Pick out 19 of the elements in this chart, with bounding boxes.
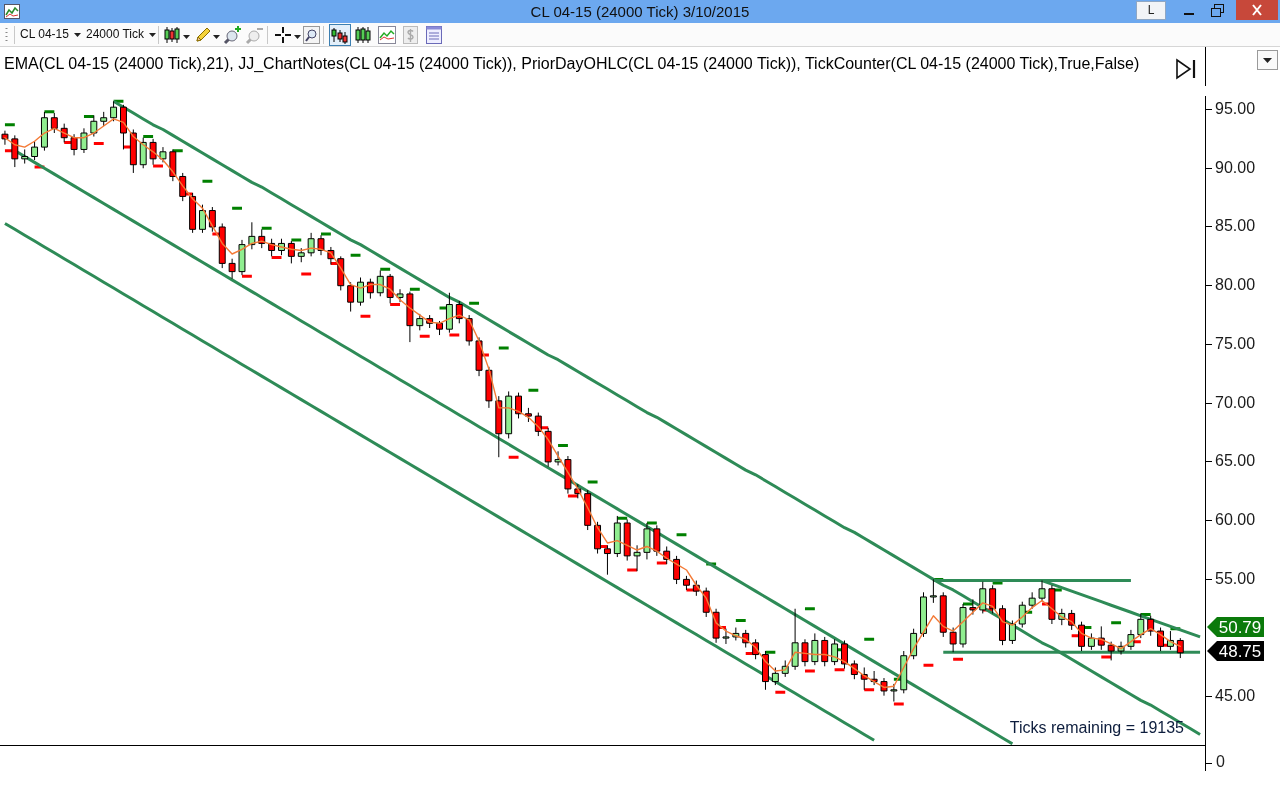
y-tick-label: 90.00	[1215, 158, 1256, 176]
y-tick-label: 55.00	[1215, 569, 1256, 587]
text: CL 04-15	[20, 27, 69, 42]
text: 24000 Tick	[86, 27, 145, 42]
y-tick-label: 60.00	[1215, 511, 1256, 529]
annotation: Ticks remaining = 19135	[1009, 719, 1185, 736]
y-tick-label: 95.00	[1215, 99, 1256, 117]
y-tick-label: 75.00	[1215, 334, 1256, 352]
y-tick-label: 80.00	[1215, 276, 1256, 294]
chart-subtitle: EMA(CL 04-15 (24000 Tick),21), JJ_ChartNotes(CL 04-15 (24000 Tick)), PriorDayOHLC(CL 04-15 (24000 Tick)), TickCounter(CL 04-15 (24000 Tick),True,False)	[4, 55, 1140, 73]
y-tick-label: 70.00	[1215, 393, 1256, 411]
text: 50.79	[1218, 617, 1262, 637]
button: L	[1136, 1, 1166, 20]
y-tick-label: 45.00	[1215, 687, 1256, 705]
y-tick-label: 65.00	[1215, 452, 1256, 470]
text: 0	[1216, 753, 1225, 771]
text: 48.75	[1218, 641, 1262, 661]
chart-title: CL 04-15 (24000 Tick) 3/10/2015	[529, 3, 751, 20]
y-tick-label: 85.00	[1215, 217, 1256, 235]
